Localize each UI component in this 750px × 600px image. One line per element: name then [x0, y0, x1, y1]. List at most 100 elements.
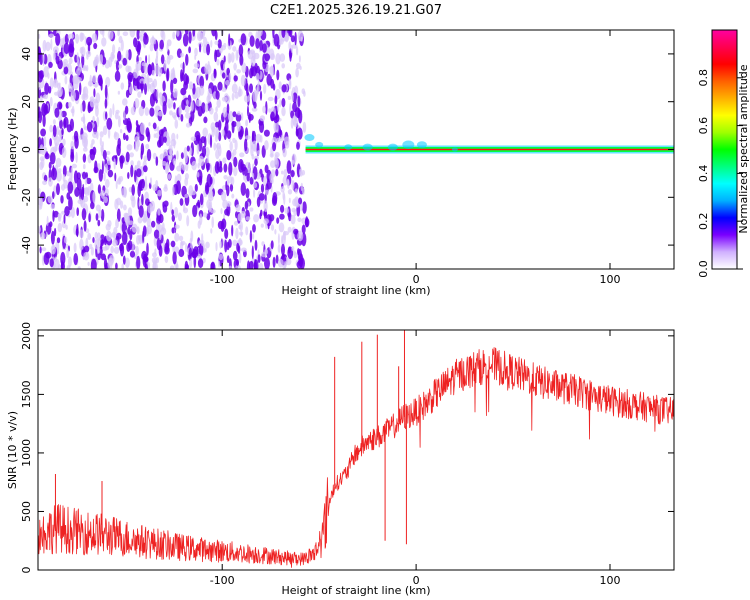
noise-speckle	[272, 142, 277, 152]
noise-speckle	[105, 111, 108, 120]
noise-speckle	[298, 55, 301, 63]
noise-speckle	[48, 61, 53, 68]
noise-speckle	[162, 160, 167, 166]
noise-speckle	[252, 224, 256, 233]
noise-speckle	[141, 178, 145, 189]
noise-speckle	[70, 108, 75, 114]
noise-speckle	[234, 139, 238, 151]
noise-speckle	[158, 229, 162, 241]
noise-speckle	[113, 246, 120, 254]
noise-speckle	[172, 67, 175, 79]
noise-speckle	[223, 43, 227, 48]
noise-speckle	[67, 256, 72, 268]
noise-speckle	[176, 133, 179, 140]
noise-speckle	[249, 83, 253, 93]
noise-speckle	[136, 255, 141, 269]
noise-speckle	[114, 198, 119, 210]
noise-speckle	[198, 85, 205, 96]
noise-speckle	[192, 30, 196, 37]
noise-speckle	[218, 253, 224, 261]
noise-speckle	[153, 78, 158, 88]
noise-speckle	[189, 237, 193, 245]
noise-speckle	[82, 171, 87, 180]
noise-speckle	[112, 239, 118, 247]
noise-speckle	[166, 69, 169, 82]
noise-speckle	[185, 122, 191, 128]
noise-speckle	[100, 209, 105, 222]
tone-blob	[416, 141, 427, 149]
noise-speckle	[91, 33, 98, 43]
noise-speckle	[93, 42, 98, 50]
noise-speckle	[118, 64, 123, 69]
noise-speckle	[89, 149, 96, 161]
noise-speckle	[176, 263, 179, 269]
noise-speckle	[115, 218, 119, 229]
noise-speckle	[254, 261, 258, 269]
noise-speckle	[158, 244, 163, 257]
noise-speckle	[47, 195, 53, 204]
noise-speckle	[251, 140, 257, 152]
noise-speckle	[231, 121, 237, 128]
noise-speckle	[87, 232, 92, 240]
noise-speckle	[42, 39, 47, 52]
noise-speckle	[86, 177, 92, 185]
noise-speckle	[217, 220, 224, 230]
noise-speckle	[235, 211, 239, 219]
tone-blob	[387, 143, 398, 151]
noise-speckle	[184, 173, 189, 180]
tone-blob	[315, 141, 324, 148]
noise-speckle	[232, 239, 238, 246]
noise-speckle	[263, 83, 267, 94]
noise-speckle	[64, 75, 68, 85]
noise-speckle	[283, 231, 289, 236]
noise-speckle	[269, 65, 275, 77]
noise-speckle	[163, 149, 168, 157]
noise-speckle	[63, 66, 69, 75]
noise-speckle	[281, 243, 285, 256]
noise-speckle	[251, 172, 255, 179]
noise-speckle	[83, 86, 89, 98]
noise-speckle	[96, 232, 101, 241]
noise-speckle	[55, 33, 61, 46]
noise-speckle	[189, 147, 193, 156]
noise-speckle	[119, 155, 125, 164]
colorbar-tick-label: 0.8	[697, 69, 710, 87]
noise-speckle	[268, 214, 275, 222]
noise-speckle	[174, 246, 180, 254]
noise-speckle	[46, 215, 49, 227]
noise-speckle	[223, 163, 228, 173]
noise-speckle	[52, 210, 55, 222]
noise-speckle	[263, 200, 268, 213]
noise-speckle	[245, 119, 249, 127]
noise-speckle	[149, 43, 154, 52]
noise-speckle	[67, 181, 74, 194]
noise-speckle	[43, 252, 50, 265]
noise-speckle	[231, 83, 238, 94]
noise-speckle	[287, 95, 292, 100]
noise-speckle	[211, 216, 214, 229]
noise-speckle	[129, 250, 136, 258]
noise-speckle	[302, 121, 307, 133]
noise-speckle	[114, 70, 121, 82]
noise-speckle	[117, 50, 122, 62]
noise-speckle	[67, 101, 72, 108]
noise-speckle	[299, 168, 302, 174]
snr-x-tick-label: 100	[600, 574, 621, 587]
noise-speckle	[62, 165, 67, 177]
noise-speckle	[60, 195, 64, 204]
noise-speckle	[83, 64, 86, 70]
noise-speckle	[184, 260, 189, 269]
noise-speckle	[120, 82, 125, 90]
noise-speckle	[60, 251, 66, 266]
noise-speckle	[270, 240, 274, 250]
noise-speckle	[48, 33, 55, 38]
noise-speckle	[224, 239, 228, 253]
noise-speckle	[153, 37, 156, 45]
noise-speckle	[216, 98, 221, 108]
noise-speckle	[215, 90, 220, 100]
noise-speckle	[196, 143, 200, 155]
noise-speckle	[63, 118, 67, 129]
noise-speckle	[255, 38, 260, 49]
noise-speckle	[241, 247, 247, 252]
noise-speckle	[204, 146, 210, 157]
